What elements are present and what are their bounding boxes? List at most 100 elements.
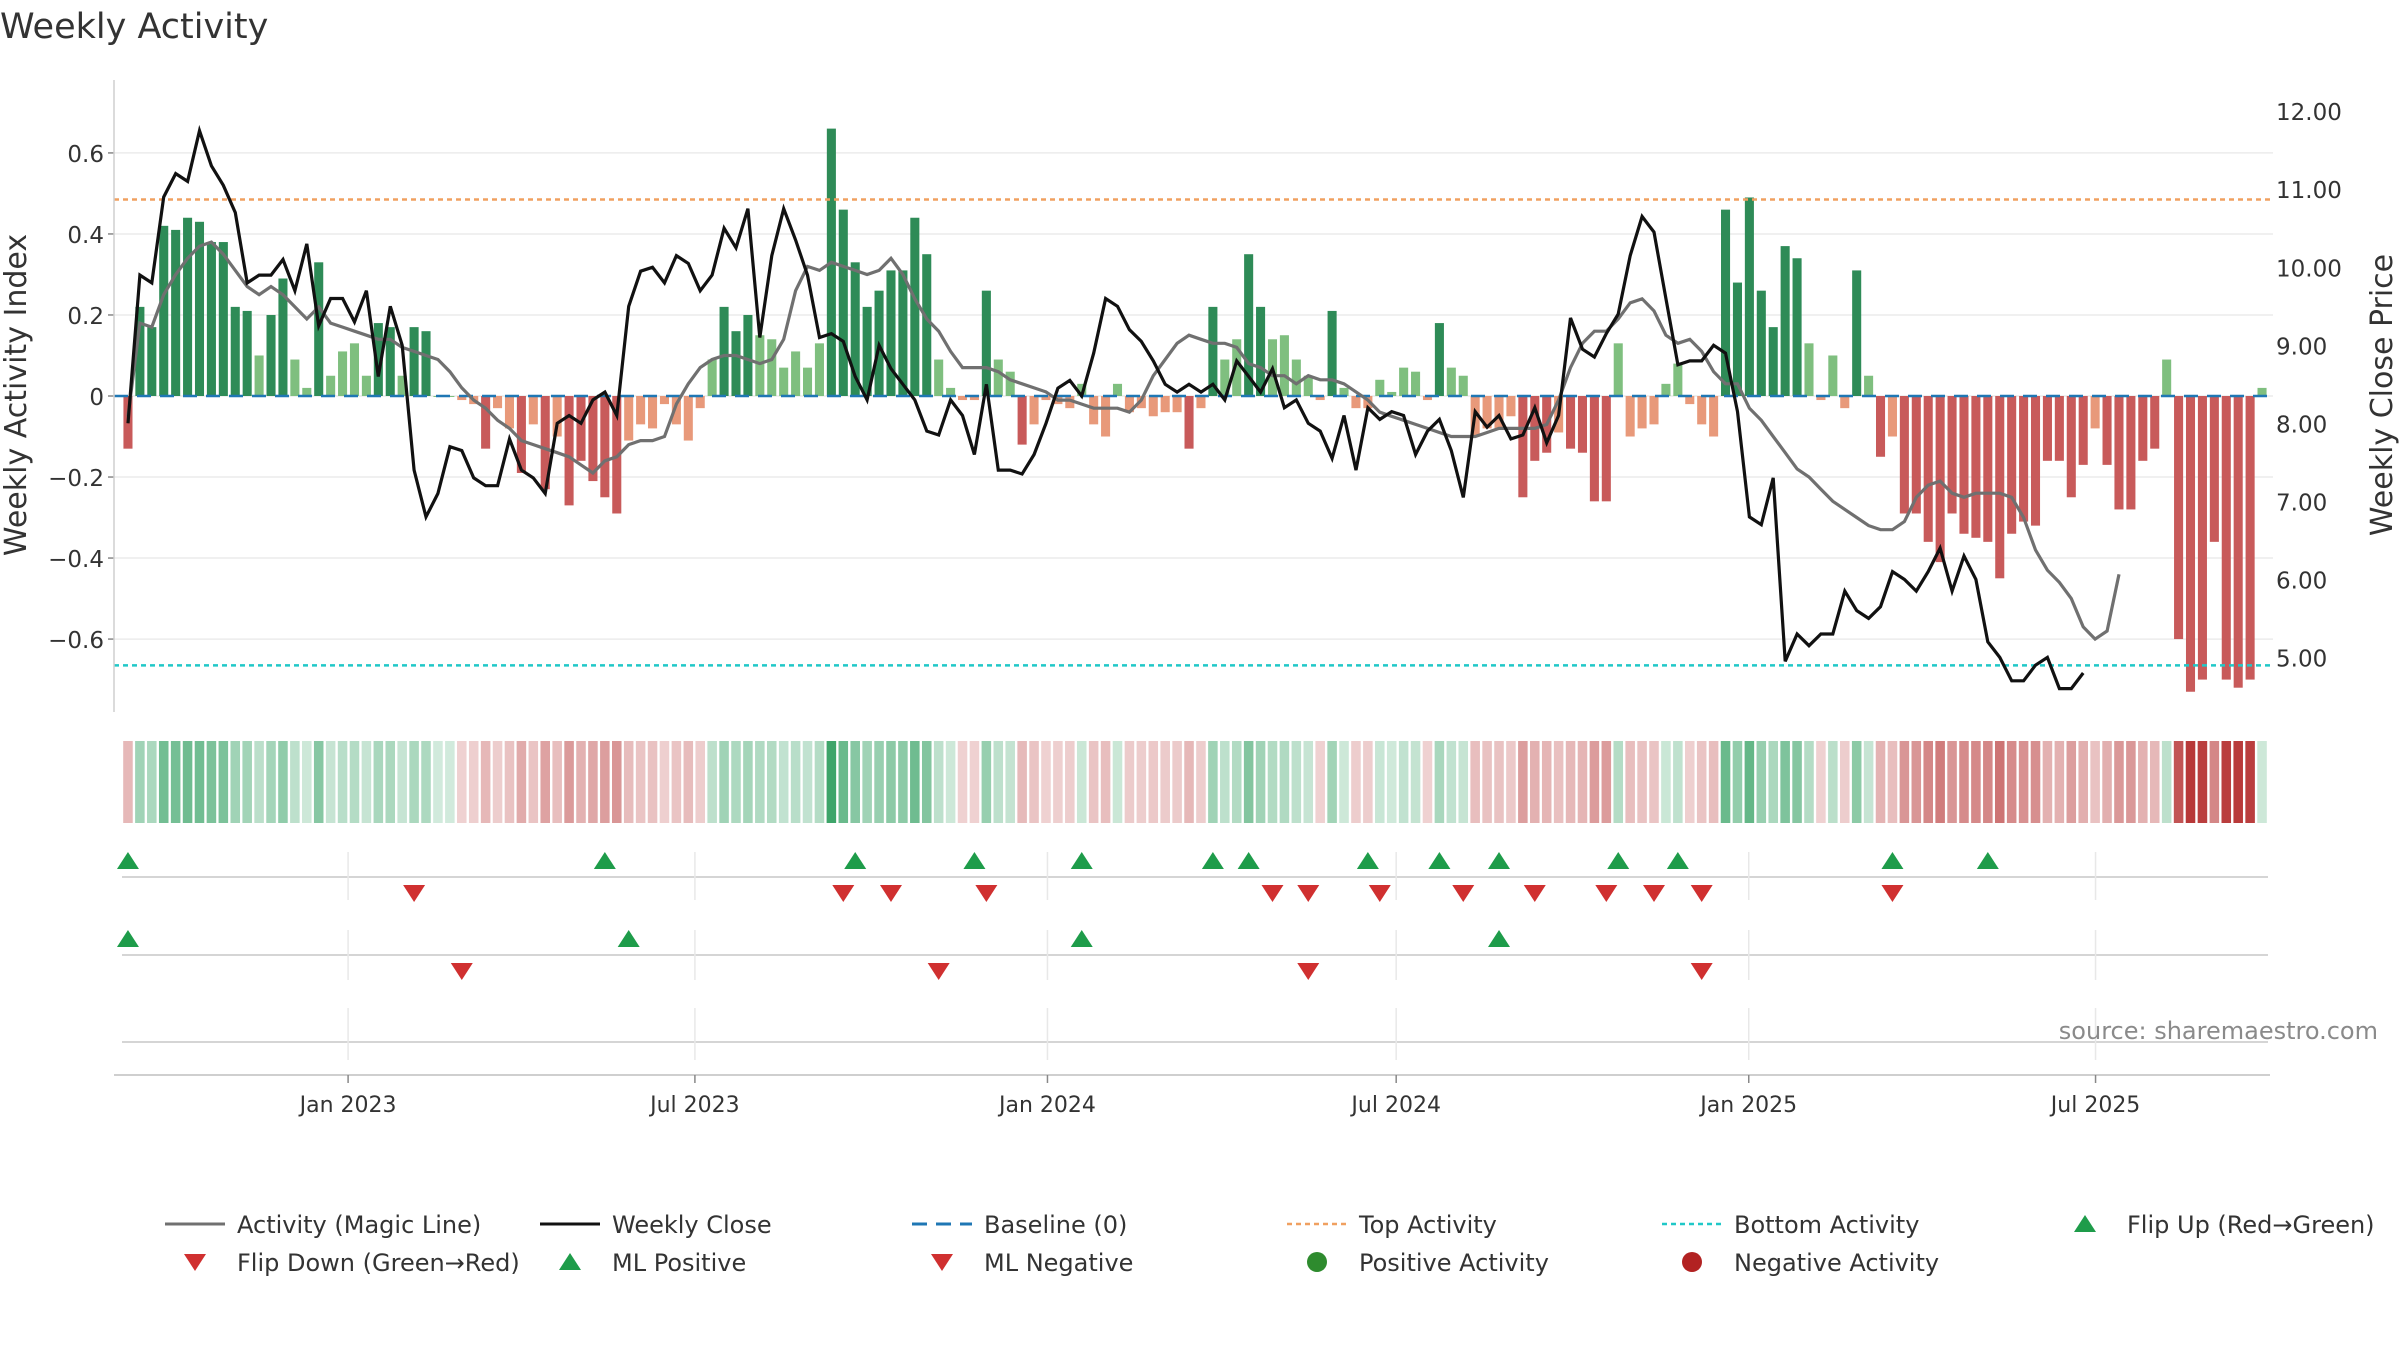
activity-bar bbox=[493, 396, 503, 409]
legend-item: Baseline (0) bbox=[912, 1211, 1127, 1239]
heat-strip-cell bbox=[1720, 741, 1731, 823]
activity-bar bbox=[1124, 396, 1134, 413]
flip-up-marker bbox=[1356, 852, 1379, 869]
heat-strip-cell bbox=[1255, 741, 1266, 823]
heat-strip-cell bbox=[862, 741, 872, 823]
activity-bar bbox=[1101, 396, 1111, 437]
activity-bar bbox=[481, 396, 491, 449]
flip-up-marker bbox=[1607, 852, 1630, 869]
heat-strip-cell bbox=[123, 741, 133, 823]
legend-label: Flip Down (Green→Red) bbox=[237, 1249, 520, 1277]
heat-strip-cell bbox=[1589, 741, 1600, 823]
heat-strip-cell bbox=[1243, 741, 1254, 823]
activity-bar bbox=[206, 242, 216, 396]
heat-strip-cell bbox=[743, 741, 753, 823]
activity-bar bbox=[1387, 391, 1397, 396]
heat-strip-cell bbox=[1076, 741, 1087, 823]
flip-down-marker bbox=[403, 885, 426, 902]
activity-bar bbox=[2126, 396, 2136, 510]
activity-bar bbox=[779, 367, 789, 396]
activity-bar bbox=[922, 254, 932, 396]
activity-bar bbox=[695, 396, 705, 409]
activity-bar bbox=[1577, 396, 1588, 453]
activity-bar bbox=[278, 278, 288, 396]
activity-bar bbox=[1327, 310, 1337, 396]
heat-strip-cell bbox=[1363, 741, 1373, 823]
heat-strip-cell bbox=[1923, 741, 1933, 823]
x-axis: Jan 2023 Jul 2023 Jan 2024 Jul 2024 Jan 2025… bbox=[114, 852, 2270, 1118]
flip-down-marker bbox=[1261, 885, 1284, 902]
activity-bar bbox=[1852, 270, 1862, 396]
heat-strip-cell bbox=[1279, 741, 1290, 823]
activity-bar bbox=[1291, 359, 1301, 396]
chart-title: Weekly Activity bbox=[0, 7, 268, 47]
activity-bar bbox=[1911, 396, 1921, 514]
activity-bar bbox=[802, 367, 813, 396]
activity-bar bbox=[1983, 396, 1993, 542]
activity-bar bbox=[2078, 396, 2088, 465]
activity-bar bbox=[743, 314, 753, 396]
activity-bar bbox=[2245, 396, 2255, 680]
ml-positive-marker bbox=[116, 930, 139, 947]
activity-bar bbox=[886, 270, 896, 396]
legend-item: Weekly Close bbox=[540, 1211, 772, 1239]
green-up-triangle-icon bbox=[2074, 1215, 2096, 1232]
activity-bar bbox=[564, 396, 574, 506]
activity-bar bbox=[254, 355, 264, 396]
flip-down-marker bbox=[832, 885, 855, 902]
legend-label: Activity (Magic Line) bbox=[237, 1211, 481, 1239]
heat-strip-cell bbox=[1434, 741, 1445, 823]
activity-bar bbox=[2007, 396, 2017, 534]
heat-strip-cell bbox=[2126, 741, 2136, 823]
activity-bar bbox=[1458, 375, 1468, 396]
activity-bar bbox=[850, 262, 860, 396]
heat-strip-cell bbox=[576, 741, 586, 823]
activity-bar bbox=[1256, 306, 1266, 396]
heat-strip-cell bbox=[2090, 741, 2100, 823]
legend-label: ML Negative bbox=[984, 1249, 1133, 1277]
heat-strip-cell bbox=[683, 741, 694, 823]
legend-label: Positive Activity bbox=[1359, 1249, 1549, 1277]
activity-bar bbox=[1744, 197, 1754, 396]
heat-strip-cell bbox=[1494, 741, 1504, 823]
activity-bar bbox=[2054, 396, 2064, 461]
flip-down-marker bbox=[1643, 885, 1666, 902]
heat-strip-cell bbox=[325, 741, 336, 823]
heat-strip-cell bbox=[1541, 741, 1552, 823]
activity-bar bbox=[2209, 396, 2219, 542]
heat-strip-cell bbox=[1053, 741, 1063, 823]
heat-strip-cell bbox=[147, 741, 157, 823]
activity-bar bbox=[755, 335, 765, 396]
heat-strip-cell bbox=[1661, 741, 1671, 823]
y-axis-right-label: Weekly Close Price bbox=[2365, 254, 2400, 536]
y-right-tick-label: 6.00 bbox=[2276, 568, 2327, 594]
activity-bar bbox=[1673, 363, 1683, 396]
activity-bar bbox=[588, 396, 598, 482]
activity-bar bbox=[1029, 396, 1039, 425]
heat-strip-cell bbox=[659, 741, 670, 823]
activity-bar bbox=[528, 396, 538, 425]
source-note: source: sharemaestro.com bbox=[2059, 1017, 2378, 1045]
activity-bar bbox=[1017, 396, 1027, 445]
flip-down-marker bbox=[1595, 885, 1618, 902]
activity-bar bbox=[1589, 396, 1599, 502]
flip-down-marker bbox=[975, 885, 998, 902]
heat-strip-cell bbox=[2042, 741, 2053, 823]
activity-bar bbox=[457, 396, 467, 401]
x-tick-label: Jan 2023 bbox=[298, 1093, 397, 1118]
heat-strip-cell bbox=[1231, 741, 1242, 823]
activity-bar bbox=[636, 396, 646, 425]
heat-strip-cell bbox=[981, 741, 992, 823]
activity-bar bbox=[791, 351, 801, 396]
legend-label: Top Activity bbox=[1358, 1211, 1497, 1239]
legend-item: ML Positive bbox=[559, 1249, 746, 1277]
ml-positive-marker bbox=[1070, 930, 1093, 947]
activity-bar bbox=[2257, 387, 2267, 396]
heat-strip-cell bbox=[1887, 741, 1898, 823]
activity-bar bbox=[1625, 396, 1635, 437]
heat-strip-cell bbox=[445, 741, 455, 823]
heat-strip-cell bbox=[2078, 741, 2088, 823]
heat-strip-cell bbox=[254, 741, 264, 823]
activity-bar bbox=[1887, 396, 1897, 437]
heat-strip-cell bbox=[707, 741, 717, 823]
